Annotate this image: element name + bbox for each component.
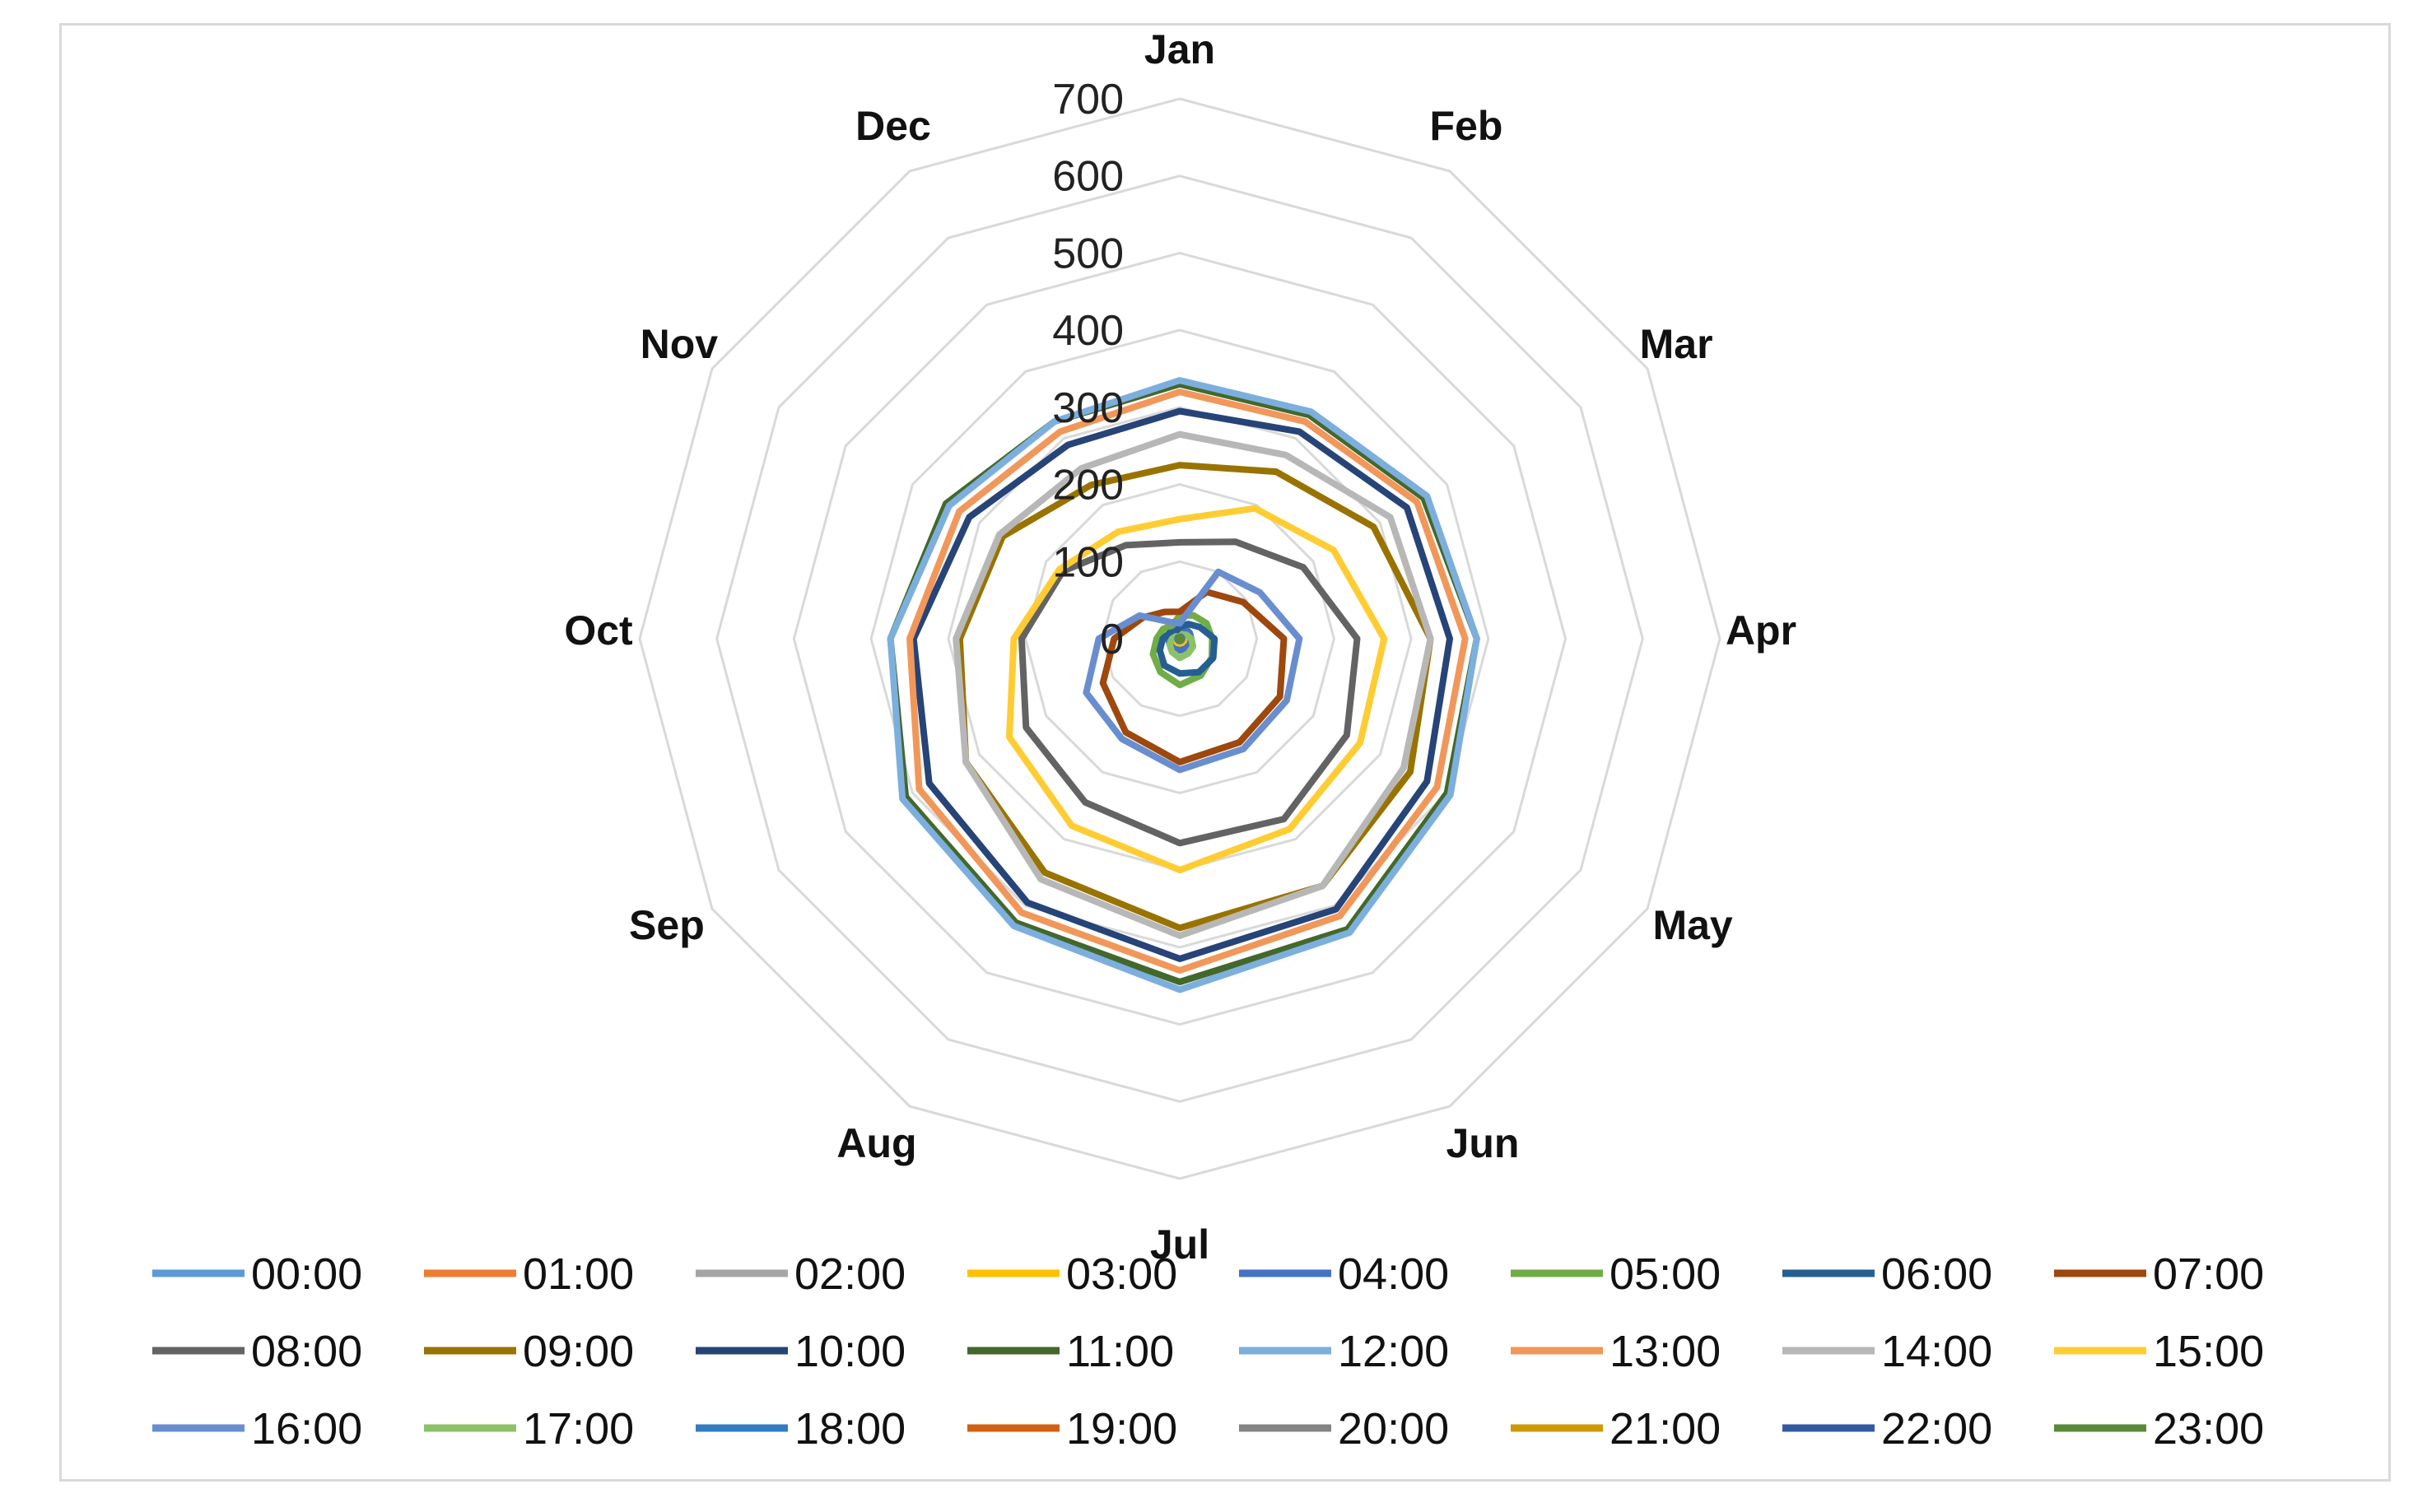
legend-label: 07:00 (2153, 1249, 2264, 1299)
legend-label: 10:00 (794, 1327, 906, 1376)
series-line-1600 (1083, 568, 1303, 774)
legend-label: 20:00 (1338, 1404, 1449, 1454)
legend-item-2000: 20:00 (1239, 1404, 1449, 1454)
month-label-mar: Mar (1640, 321, 1713, 367)
month-labels: Jan Feb Mar Apr May Jun Jul Aug Sep Oct Nov Dec (564, 26, 1796, 1268)
legend-item-1500: 15:00 (2054, 1327, 2264, 1376)
month-label-jun: Jun (1446, 1120, 1520, 1166)
legend-item-1800: 18:00 (696, 1404, 906, 1454)
legend-item-0300: 03:00 (967, 1249, 1177, 1299)
series-line-1000 (910, 407, 1453, 962)
legend-label: 17:00 (523, 1404, 634, 1454)
tick-label-200: 200 (1052, 462, 1124, 509)
month-label-oct: Oct (564, 607, 633, 654)
grid-ring-100 (1101, 560, 1259, 718)
chart-frame: Jan Feb Mar Apr May Jun Jul Aug Sep Oct Nov Dec 0 10… (59, 23, 2391, 1482)
legend-label: 09:00 (523, 1327, 634, 1376)
legend-item-0000: 00:00 (152, 1249, 362, 1299)
tick-label-100: 100 (1052, 538, 1124, 586)
legend-label: 05:00 (1609, 1249, 1721, 1299)
legend-item-0500: 05:00 (1511, 1249, 1721, 1299)
grid-ring-500 (792, 251, 1568, 1026)
series-lines (887, 377, 1480, 993)
legend-label: 11:00 (1066, 1327, 1174, 1376)
legend-item-0400: 04:00 (1239, 1249, 1449, 1299)
series-line-2300 (1175, 634, 1185, 644)
legend-item-0900: 09:00 (424, 1327, 634, 1376)
month-label-sep: Sep (629, 902, 705, 948)
legend-label: 00:00 (251, 1249, 362, 1299)
grid-ring-400 (869, 328, 1490, 949)
legend-label: 04:00 (1338, 1249, 1449, 1299)
legend-item-0100: 01:00 (424, 1249, 634, 1299)
legend-label: 14:00 (1881, 1327, 1992, 1376)
radar-grid (638, 97, 1721, 1180)
legend-label: 19:00 (1066, 1404, 1177, 1454)
series-line-1300 (906, 388, 1469, 974)
series-line-0900 (956, 462, 1434, 932)
legend-item-1400: 14:00 (1782, 1327, 1992, 1376)
legend-label: 01:00 (523, 1249, 634, 1299)
legend-item-0800: 08:00 (152, 1327, 362, 1376)
legend-item-1900: 19:00 (967, 1404, 1177, 1454)
legend-label: 08:00 (251, 1327, 362, 1376)
month-label-feb: Feb (1430, 103, 1503, 149)
series-line-0500 (1149, 612, 1216, 689)
series-line-0800 (1018, 538, 1361, 847)
series-line-1500 (1006, 505, 1388, 874)
legend-label: 23:00 (2153, 1404, 2264, 1454)
legend-label: 06:00 (1881, 1249, 1992, 1299)
legend-item-2200: 22:00 (1782, 1404, 1992, 1454)
month-label-may: May (1652, 902, 1732, 948)
month-label-jul: Jul (1150, 1221, 1209, 1268)
grid-ring-600 (715, 174, 1644, 1103)
month-label-dec: Dec (855, 103, 931, 149)
grid-ring-200 (1024, 483, 1335, 794)
month-label-aug: Aug (836, 1120, 916, 1166)
series-line-0600 (1156, 621, 1218, 677)
tick-label-400: 400 (1052, 307, 1124, 355)
legend-label: 03:00 (1066, 1249, 1177, 1299)
tick-label-700: 700 (1052, 76, 1124, 123)
legend-label: 22:00 (1881, 1404, 1992, 1454)
legend-item-1100: 11:00 (967, 1327, 1174, 1376)
legend: 00:00 01:00 02:00 03:00 04:00 05:00 06:00 07:00… (152, 1249, 2264, 1454)
tick-label-300: 300 (1052, 384, 1124, 432)
tick-label-500: 500 (1052, 230, 1124, 277)
legend-label: 15:00 (2153, 1327, 2264, 1376)
month-label-jan: Jan (1144, 26, 1215, 72)
legend-item-0700: 07:00 (2054, 1249, 2264, 1299)
tick-label-600: 600 (1052, 153, 1124, 201)
legend-item-2100: 21:00 (1511, 1404, 1721, 1454)
legend-item-1200: 12:00 (1239, 1327, 1449, 1376)
legend-label: 16:00 (251, 1404, 362, 1454)
series-line-1100 (887, 380, 1480, 985)
legend-item-0600: 06:00 (1782, 1249, 1992, 1299)
radar-chart: Jan Feb Mar Apr May Jun Jul Aug Sep Oct Nov Dec 0 10… (152, 26, 2264, 1454)
series-line-1200 (887, 377, 1480, 993)
legend-label: 02:00 (794, 1249, 906, 1299)
grid-ring-700 (638, 97, 1721, 1180)
tick-labels: 0 100 200 300 400 500 600 700 (1052, 76, 1124, 663)
legend-item-0200: 02:00 (696, 1249, 906, 1299)
tick-label-0: 0 (1100, 616, 1124, 663)
legend-label: 13:00 (1609, 1327, 1721, 1376)
legend-item-1000: 10:00 (696, 1327, 906, 1376)
legend-label: 18:00 (794, 1404, 906, 1454)
legend-item-1300: 13:00 (1511, 1327, 1721, 1376)
month-label-nov: Nov (641, 321, 719, 367)
legend-label: 21:00 (1609, 1404, 1721, 1454)
legend-item-1600: 16:00 (152, 1404, 362, 1454)
legend-item-2300: 23:00 (2054, 1404, 2264, 1454)
legend-label: 12:00 (1338, 1327, 1449, 1376)
month-label-apr: Apr (1726, 607, 1796, 654)
legend-item-1700: 17:00 (424, 1404, 634, 1454)
series-line-1400 (953, 430, 1434, 939)
